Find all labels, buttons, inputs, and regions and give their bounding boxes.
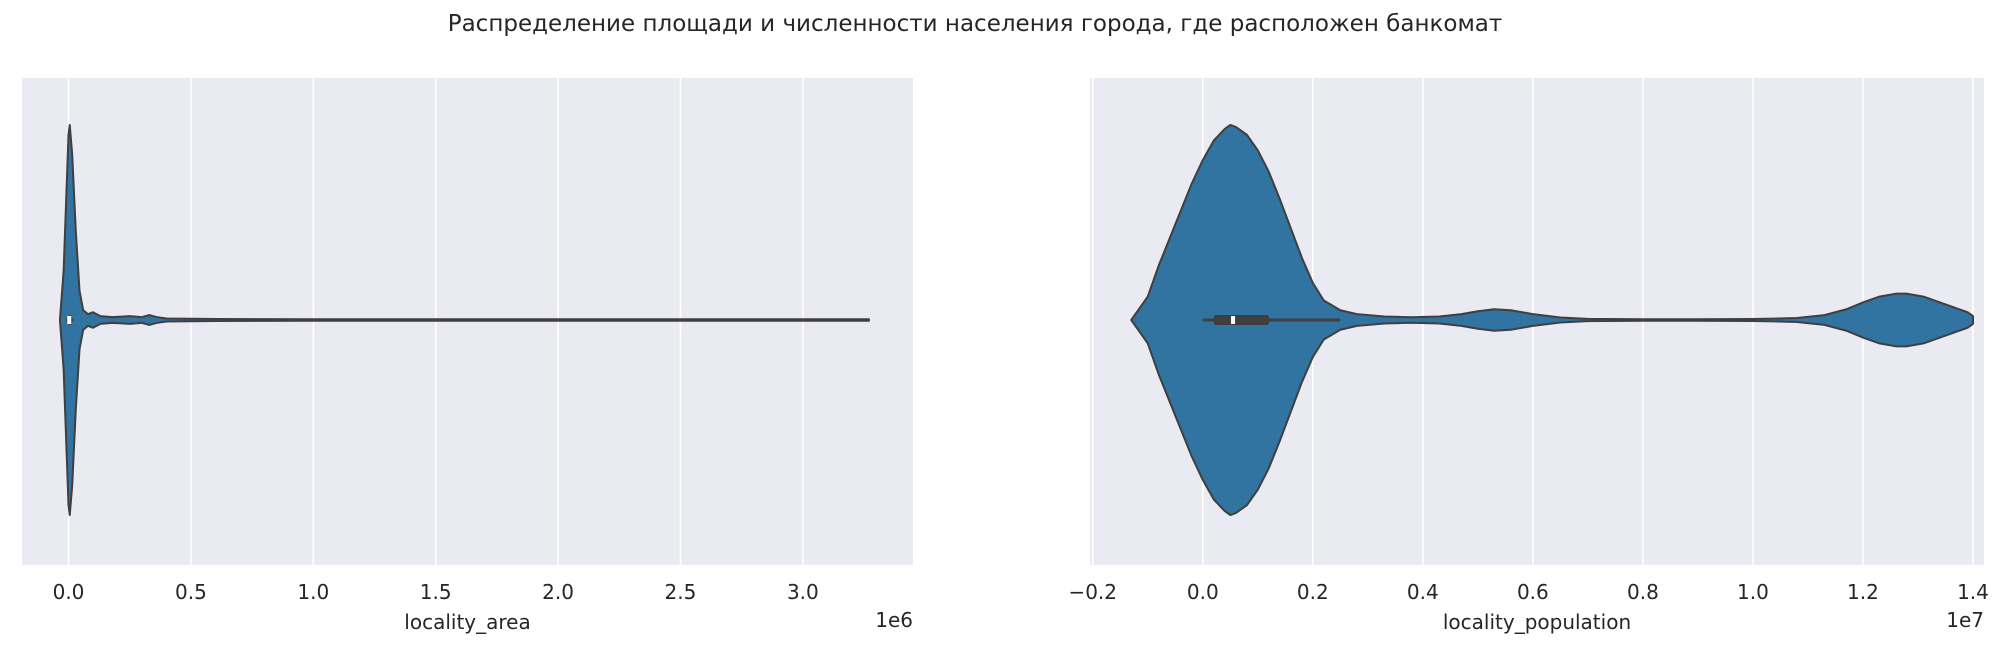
x-tick-label: 0.5 [175,580,207,604]
x-tick-label: 1.5 [420,580,452,604]
box-median [67,316,72,324]
x-tick-label: 0.6 [1517,580,1549,604]
panel-locality-population: −0.2 0.0 0.2 0.4 0.6 0.8 1.0 1.2 1.4 locality_pop… [1068,78,1989,634]
violin-body [58,124,870,516]
x-tick-label: −0.2 [1068,580,1117,604]
panel-locality-area: 0.0 0.5 1.0 1.5 2.0 2.5 3.0 locality_area 1e6 [22,78,913,634]
x-tick-label: 0.4 [1407,580,1439,604]
x-axis-label: locality_area [404,610,530,634]
x-tick-label: 1.0 [297,580,329,604]
x-tick-label: 0.0 [53,580,85,604]
x-tick-label: 2.5 [665,580,697,604]
x-tick-label: 1.0 [1737,580,1769,604]
box-iqr [1213,315,1269,325]
x-offset-label: 1e6 [875,608,913,632]
box-median [1231,316,1236,324]
x-tick-label: 1.2 [1847,580,1879,604]
x-offset-label: 1e7 [1946,608,1984,632]
figure-title: Распределение площади и численности насе… [448,11,1503,37]
x-tick-label: 3.0 [787,580,819,604]
violin-body [1130,124,1974,516]
x-tick-label: 0.2 [1297,580,1329,604]
x-tick-label: 0.8 [1627,580,1659,604]
x-tick-label: 0.0 [1187,580,1219,604]
x-tick-label: 2.0 [542,580,574,604]
x-axis-label: locality_population [1443,610,1631,634]
x-tick-label: 1.4 [1957,580,1989,604]
